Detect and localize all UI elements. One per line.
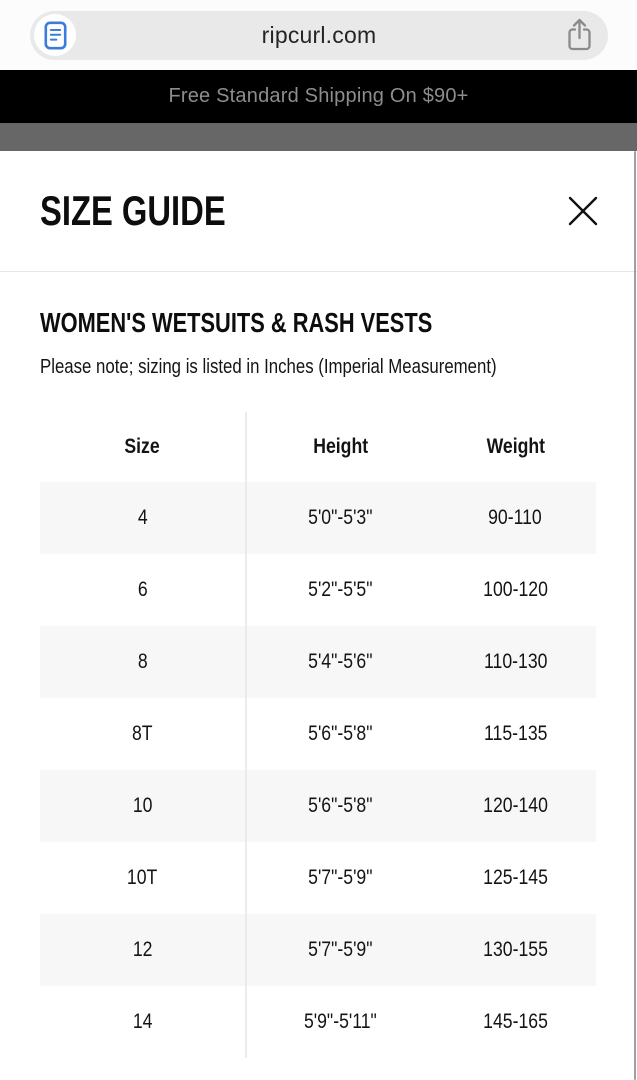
table-cell-height: 5'7"-5'9" (308, 865, 373, 889)
table-row: 12 5'7"-5'9" 130-155 (40, 913, 596, 986)
table-cell-size: 12 (40, 913, 247, 986)
modal-title: SIZE GUIDE (40, 187, 226, 234)
table-cell-size: 10 (40, 769, 247, 842)
section-heading: WOMEN'S WETSUITS & RASH VESTS (40, 307, 433, 338)
table-row: 4 5'0"-5'3" 90-110 (40, 481, 596, 554)
table-cell-height: 5'6"-5'8" (308, 793, 373, 817)
column-header-weight: Weight (486, 434, 545, 458)
modal-body: WOMEN'S WETSUITS & RASH VESTS Please not… (0, 307, 637, 1058)
table-cell-weight: 90-110 (488, 505, 543, 529)
sizing-note: Please note; sizing is listed in Inches … (40, 355, 497, 378)
table-cell-height: 5'7"-5'9" (308, 937, 373, 961)
table-row: 10 5'6"-5'8" 120-140 (40, 769, 596, 842)
table-row: 10T 5'7"-5'9" 125-145 (40, 841, 596, 914)
close-button[interactable] (565, 193, 601, 229)
reader-document-icon (43, 20, 67, 50)
table-row: 8T 5'6"-5'8" 115-135 (40, 697, 596, 770)
column-header-height: Height (313, 434, 369, 458)
promo-banner-text: Free Standard Shipping On $90+ (168, 85, 469, 107)
table-row: 14 5'9"-5'11" 145-165 (40, 985, 596, 1058)
close-icon (567, 195, 599, 227)
table-cell-size: 6 (40, 553, 247, 626)
url-text: ripcurl.com (261, 21, 377, 48)
share-icon (566, 17, 593, 53)
promo-banner: Free Standard Shipping On $90+ (0, 70, 637, 123)
table-cell-size: 4 (40, 481, 247, 554)
size-table: Size Height Weight 4 5'0"-5'3" 90-110 6 5'2"… (40, 411, 597, 1058)
table-cell-weight: 125-145 (482, 865, 548, 889)
modal-header: SIZE GUIDE (0, 151, 637, 272)
share-button[interactable] (562, 14, 596, 56)
table-cell-height: 5'4"-5'6" (308, 649, 373, 673)
table-row: 8 5'4"-5'6" 110-130 (40, 625, 596, 698)
table-cell-size: 14 (40, 985, 247, 1058)
table-cell-weight: 110-130 (483, 649, 548, 673)
table-cell-weight: 120-140 (482, 793, 548, 817)
browser-chrome: ripcurl.com (0, 0, 637, 70)
size-table-container: Size Height Weight 4 5'0"-5'3" 90-110 6 5'2"… (40, 411, 597, 1058)
table-cell-size: 8 (40, 625, 247, 698)
table-cell-height: 5'2"-5'5" (308, 577, 373, 601)
address-bar[interactable]: ripcurl.com (30, 10, 608, 60)
table-cell-weight: 130-155 (482, 937, 548, 961)
table-cell-height: 5'0"-5'3" (308, 505, 373, 529)
table-cell-weight: 100-120 (482, 577, 548, 601)
column-header-size: Size (40, 411, 247, 482)
table-row: 6 5'2"-5'5" 100-120 (40, 553, 596, 626)
reader-mode-button[interactable] (34, 14, 76, 56)
size-guide-modal: SIZE GUIDE WOMEN'S WETSUITS & RASH VESTS… (0, 151, 637, 1080)
table-cell-weight: 115-135 (483, 721, 548, 745)
table-cell-size: 8T (40, 697, 247, 770)
table-cell-size: 10T (40, 841, 247, 914)
page-dim-strip (0, 123, 637, 151)
modal-scrollbar[interactable] (634, 151, 636, 1080)
table-header-row: Size Height Weight (40, 411, 596, 482)
table-cell-height: 5'9"-5'11" (304, 1009, 378, 1033)
table-cell-weight: 145-165 (482, 1009, 548, 1033)
table-cell-height: 5'6"-5'8" (308, 721, 373, 745)
